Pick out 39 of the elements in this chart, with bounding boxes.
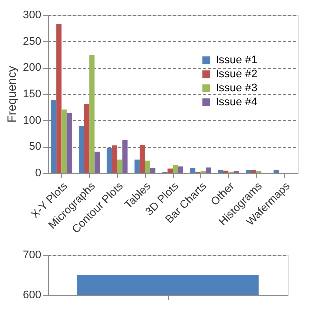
- bar: [150, 168, 156, 173]
- y-tick-label: 600: [23, 290, 42, 302]
- bar: [51, 100, 57, 173]
- legend-label: Issue #1: [216, 54, 258, 66]
- bar: [106, 148, 112, 173]
- bar: [79, 126, 84, 173]
- bar: [190, 168, 196, 173]
- y-tick-label: 150: [23, 88, 42, 100]
- y-tick-label: 700: [23, 250, 42, 262]
- y-axis-title: Frequency: [5, 66, 20, 123]
- bar: [66, 112, 72, 173]
- y-tick-label: 250: [23, 36, 42, 48]
- bar: [218, 170, 224, 173]
- bar: [56, 24, 62, 173]
- legend-label: Issue #3: [216, 82, 258, 94]
- y-tick-label: 0: [35, 168, 42, 180]
- bar: [134, 160, 140, 173]
- bar: [145, 160, 150, 173]
- bar: [117, 160, 123, 173]
- bar: [173, 165, 178, 173]
- bar: [122, 140, 128, 173]
- bar: [246, 170, 252, 173]
- bar: [94, 152, 100, 173]
- y-tick-label: 200: [23, 62, 42, 74]
- bar: [168, 168, 173, 173]
- legend-label: Issue #2: [216, 68, 258, 80]
- y-tick-label: 50: [29, 141, 42, 154]
- bar: [62, 110, 67, 173]
- bar: [112, 146, 118, 173]
- y-tick-label: 100: [23, 114, 42, 127]
- bar: [274, 170, 280, 173]
- bar: [84, 104, 90, 173]
- bar: [90, 56, 95, 173]
- bar: [206, 168, 212, 173]
- bar: [251, 170, 256, 173]
- legend-label: Issue #4: [216, 96, 258, 108]
- bar: [178, 166, 184, 173]
- bar: [140, 145, 146, 173]
- y-tick-label: 300: [23, 10, 42, 22]
